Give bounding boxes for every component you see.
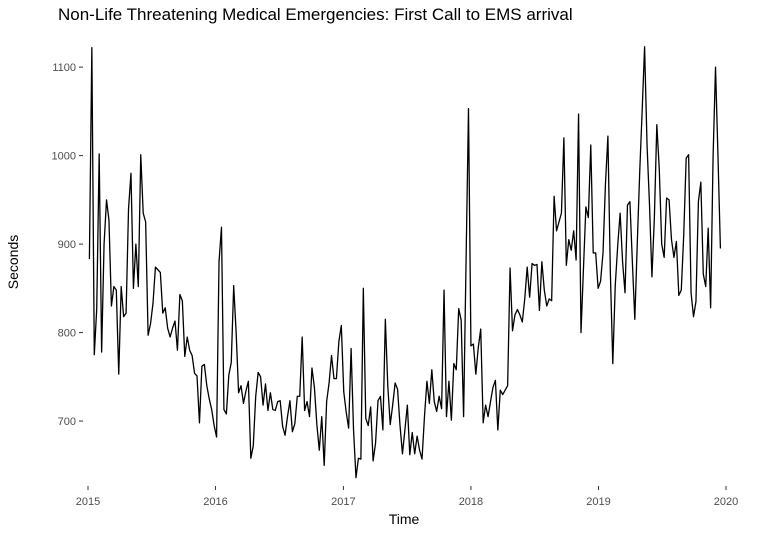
y-axis: 700 800 900 1000 1100 xyxy=(52,62,83,428)
x-tick-label: 2019 xyxy=(586,496,610,508)
chart-title: Non-Life Threatening Medical Emergencies… xyxy=(58,5,573,24)
y-axis-title: Seconds xyxy=(5,235,21,289)
x-tick-label: 2018 xyxy=(459,496,483,508)
y-tick-label: 900 xyxy=(58,239,76,251)
x-axis-title: Time xyxy=(389,511,420,527)
x-tick-label: 2017 xyxy=(331,496,355,508)
y-tick-label: 1000 xyxy=(52,151,76,163)
x-tick-label: 2020 xyxy=(714,496,738,508)
series-line xyxy=(88,46,722,479)
y-tick-label: 800 xyxy=(58,328,76,340)
y-tick-label: 700 xyxy=(58,416,76,428)
x-tick-label: 2016 xyxy=(203,496,227,508)
x-axis: 2015 2016 2017 2018 2019 2020 xyxy=(76,486,738,508)
y-tick-label: 1100 xyxy=(52,62,76,74)
x-tick-label: 2015 xyxy=(76,496,100,508)
